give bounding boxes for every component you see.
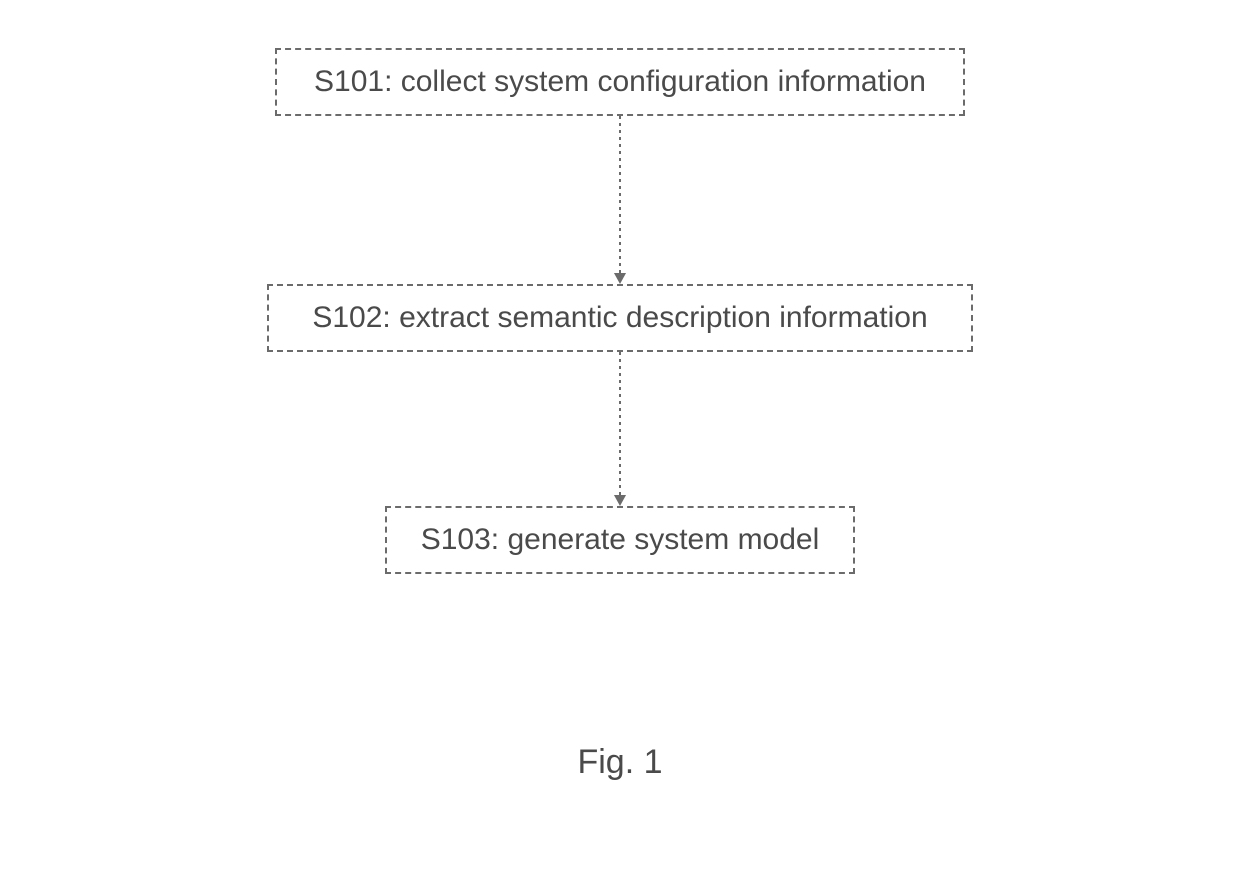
figure-caption: Fig. 1 xyxy=(0,743,1240,782)
flowchart-node: S103: generate system model xyxy=(385,506,855,574)
flowchart-node: S102: extract semantic description infor… xyxy=(267,284,973,352)
flowchart-node: S101: collect system configuration infor… xyxy=(275,48,965,116)
diagram-canvas: S101: collect system configuration infor… xyxy=(0,0,1240,886)
